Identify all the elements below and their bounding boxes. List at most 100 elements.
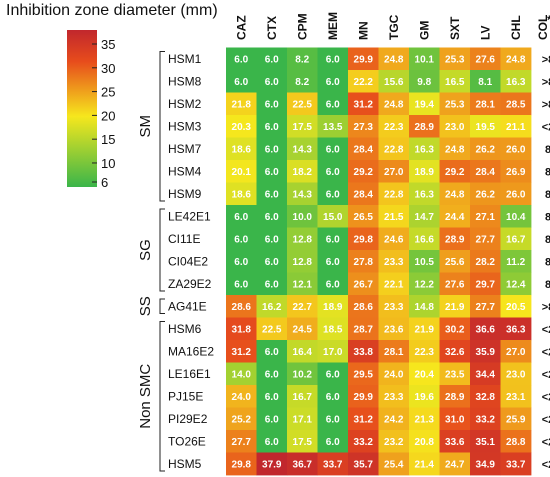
- cell-value-label: 26.0: [506, 189, 526, 200]
- cell-value-label: 6.0: [265, 99, 279, 110]
- cell-value-label: 28.4: [354, 189, 374, 200]
- col-footnote-marker: *: [547, 13, 550, 27]
- cell-value-label: 6.0: [234, 54, 248, 65]
- heatmap-cell: [409, 205, 440, 228]
- heatmap-cell: [439, 407, 471, 431]
- row-label: HSM7: [168, 142, 202, 156]
- heatmap-cell: [317, 115, 349, 138]
- heatmap-cell: [287, 160, 318, 183]
- cell-value-label: 6.0: [234, 257, 248, 268]
- heatmap-cell: [287, 137, 318, 161]
- cell-value-label: 22.7: [293, 302, 313, 313]
- heatmap-cell: [500, 47, 532, 71]
- row-label: HSM6: [168, 322, 202, 336]
- heatmap-cell: [256, 362, 288, 386]
- heatmap-cell: [470, 137, 501, 161]
- heatmap-cell: [348, 47, 379, 71]
- cell-value-label: 23.0: [506, 369, 526, 380]
- cell-value-label: 17.5: [293, 122, 313, 133]
- heatmap-cell: [226, 452, 257, 476]
- heatmap-cell: [439, 452, 471, 476]
- cell-value-label: 20.8: [415, 437, 435, 448]
- heatmap-cell: [409, 317, 440, 341]
- cell-value-label: 21.9: [415, 324, 435, 335]
- cell-value-label: 27.8: [354, 257, 374, 268]
- heatmap-cell: [287, 115, 318, 138]
- cell-value-label: 28.5: [506, 99, 526, 110]
- cell-value-label: 6.0: [265, 369, 279, 380]
- heatmap-cell: [317, 92, 349, 116]
- heatmap-cell: [348, 115, 379, 138]
- heatmap-cell: [439, 137, 471, 161]
- cell-value-label: 19.4: [415, 99, 435, 110]
- cell-value-label: 16.7: [506, 234, 526, 245]
- heatmap-cell: [470, 317, 501, 341]
- heatmap-cell: [500, 317, 532, 341]
- cell-value-label: 25.3: [445, 54, 465, 65]
- cell-value-label: 21.9: [445, 302, 465, 313]
- heatmap-cell: [256, 70, 288, 93]
- cell-value-label: 28.7: [354, 324, 374, 335]
- cell-value-label: 23.6: [384, 324, 404, 335]
- heatmap-cell: [470, 70, 501, 93]
- heatmap-cell: [378, 317, 410, 341]
- group-label: SM: [137, 115, 154, 138]
- cell-value-label: 17.1: [293, 414, 313, 425]
- cell-value-label: 33.7: [506, 459, 526, 470]
- heatmap-cell: [256, 47, 288, 71]
- cell-value-label: 36.3: [506, 324, 526, 335]
- heatmap-cell: [470, 92, 501, 116]
- heatmap-cell: [500, 295, 532, 318]
- cell-value-label: 10.0: [293, 212, 313, 223]
- cell-value-label: 17.0: [323, 347, 343, 358]
- cell-value-label: 28.1: [476, 99, 496, 110]
- col-value-label: <2: [542, 414, 550, 426]
- heatmap-cell: [226, 317, 257, 341]
- column-label: CAZ: [234, 15, 248, 40]
- cell-value-label: 22.1: [384, 279, 404, 290]
- heatmap-cell: [378, 115, 410, 138]
- cell-value-label: 6.0: [265, 414, 279, 425]
- cell-value-label: 8.1: [478, 77, 492, 88]
- heatmap-cell: [287, 250, 318, 273]
- cell-value-label: 6.0: [265, 279, 279, 290]
- col-column-label: COL: [536, 15, 550, 40]
- cell-value-label: 12.8: [293, 257, 313, 268]
- cell-value-label: 6.0: [326, 167, 340, 178]
- cell-value-label: 29.2: [445, 167, 465, 178]
- heatmap-cell: [256, 452, 288, 476]
- heatmap-cell: [378, 160, 410, 183]
- cell-value-label: 25.4: [384, 459, 404, 470]
- heatmap-cell: [409, 340, 440, 363]
- heatmap-cell: [470, 250, 501, 273]
- heatmap-cell: [256, 250, 288, 273]
- cell-value-label: 28.9: [445, 392, 465, 403]
- heatmap-cell: [500, 362, 532, 386]
- heatmap-cell: [287, 70, 318, 93]
- cell-value-label: 25.2: [232, 414, 252, 425]
- cell-value-label: 28.4: [476, 167, 496, 178]
- heatmap-cell: [256, 137, 288, 161]
- heatmap-cell: [348, 452, 379, 476]
- cell-value-label: 27.0: [384, 167, 404, 178]
- heatmap-cell: [470, 452, 501, 476]
- heatmap-cell: [409, 407, 440, 431]
- cell-value-label: 26.2: [476, 189, 496, 200]
- cell-value-label: 24.8: [384, 54, 404, 65]
- cell-value-label: 6.0: [234, 212, 248, 223]
- cell-value-label: 31.2: [354, 99, 374, 110]
- cell-value-label: 37.9: [262, 459, 282, 470]
- heatmap-cell: [378, 250, 410, 273]
- heatmap-cell: [409, 70, 440, 93]
- cell-value-label: 25.6: [445, 257, 465, 268]
- cell-value-label: 29.2: [354, 167, 374, 178]
- heatmap-cell: [348, 160, 379, 183]
- heatmap-cell: [439, 227, 471, 251]
- cell-value-label: 6.0: [326, 392, 340, 403]
- cell-value-label: 28.4: [354, 144, 374, 155]
- row-label: HSM5: [168, 457, 202, 471]
- heatmap-cell: [226, 340, 257, 363]
- heatmap-cell: [470, 272, 501, 296]
- heatmap-cell: [317, 182, 349, 206]
- heatmap-cell: [348, 340, 379, 363]
